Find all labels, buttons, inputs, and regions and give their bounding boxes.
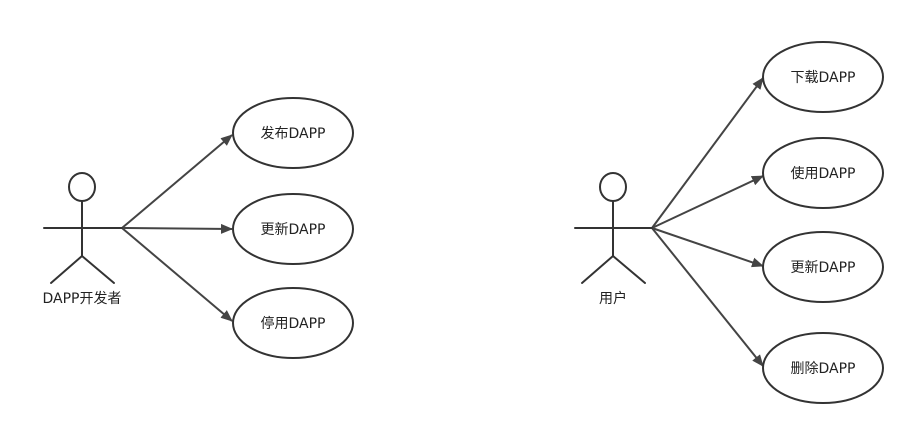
usecase-download-dapp[interactable]: 下载DAPP (762, 41, 884, 113)
usecase-update-dapp-developer[interactable]: 更新DAPP (232, 193, 354, 265)
usecase-use-dapp[interactable]: 使用DAPP (762, 137, 884, 209)
usecase-label: 下载DAPP (791, 70, 856, 86)
usecase-label: 更新DAPP (261, 222, 326, 238)
usecase-ellipse (762, 137, 884, 209)
usecase-ellipse (762, 41, 884, 113)
actor-label-developer: DAPP开发者 (43, 291, 122, 307)
assoc-developer-publish (121, 134, 233, 229)
assoc-user-delete (651, 227, 764, 367)
usecase-ellipse (762, 332, 884, 404)
usecase-ellipse (232, 287, 354, 359)
assoc-user-use (651, 175, 764, 229)
actor-left-leg (50, 255, 83, 284)
usecase-ellipse (232, 193, 354, 265)
usecase-label: 使用DAPP (791, 165, 856, 182)
assoc-developer-update (121, 223, 233, 234)
usecase-update-dapp-user[interactable]: 更新DAPP (762, 231, 884, 303)
associations (121, 77, 764, 367)
actor-head (68, 172, 96, 202)
usecase-publish-dapp[interactable]: 发布DAPP (232, 97, 354, 169)
usecase-ellipse (232, 97, 354, 169)
actor-right-leg (612, 255, 646, 284)
assoc-user-download (651, 77, 764, 229)
actor-left-leg (581, 255, 614, 284)
usecase-label: 更新DAPP (791, 260, 856, 276)
usecase-label: 删除DAPP (791, 361, 856, 377)
actor-user[interactable]: 用户 (574, 172, 653, 307)
actor-developer[interactable]: DAPP开发者 (43, 172, 123, 307)
usecase-ellipse (762, 231, 884, 303)
usecase-disable-dapp[interactable]: 停用DAPP (232, 287, 354, 359)
usecase-delete-dapp[interactable]: 删除DAPP (762, 332, 884, 404)
usecase-label: 停用DAPP (261, 315, 326, 332)
actor-head (599, 172, 627, 202)
actor-label-user: 用户 (599, 290, 627, 307)
assoc-developer-disable (121, 227, 233, 322)
usecase-label: 发布DAPP (261, 126, 326, 142)
assoc-user-update (651, 227, 764, 268)
actor-right-leg (81, 255, 115, 284)
